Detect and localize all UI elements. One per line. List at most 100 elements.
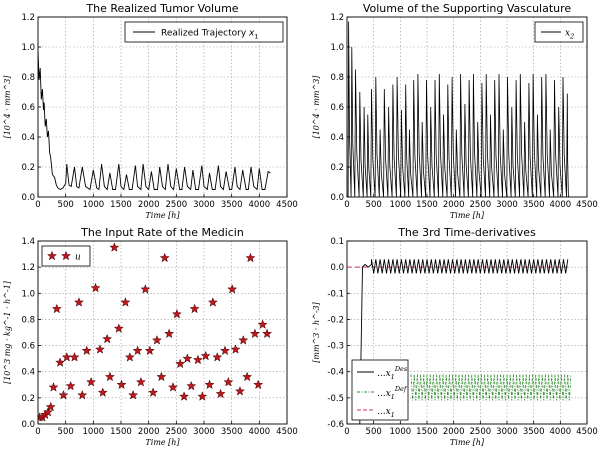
data-point-star [192, 354, 203, 365]
legend-box [351, 359, 409, 421]
data-point-star [179, 391, 190, 401]
y-tick-label: 0.4 [330, 133, 344, 143]
y-tick-label: 0.0 [330, 263, 344, 273]
data-point-star [164, 328, 175, 339]
data-point-star [223, 376, 234, 387]
data-point-star [109, 242, 120, 252]
x-tick-label: 3500 [221, 427, 243, 437]
x-tick-label: 0 [35, 427, 40, 437]
data-point-star [242, 371, 253, 382]
data-point-star [140, 284, 151, 294]
x-tick-label: 2000 [443, 200, 465, 210]
data-point-star [69, 352, 80, 362]
data-point-star [48, 382, 59, 392]
x-tick-label: 500 [366, 200, 382, 210]
x-tick-label: 3000 [496, 200, 518, 210]
x-tick-label: 1000 [83, 200, 105, 210]
y-tick-label: 0.4 [21, 368, 35, 378]
data-point-star [120, 297, 131, 307]
data-point-star [45, 401, 56, 412]
y-tick-label: 0.6 [21, 103, 35, 113]
data-point-star [61, 352, 72, 362]
chart-4: 0 500 1000 1500 2000 2500 3000 3500 4000 4500 -0.6… [312, 226, 598, 447]
y-axis-label: [10^4 · mm^3] [3, 75, 12, 139]
data-point-star [234, 385, 246, 396]
x-tick-label: 2500 [470, 200, 492, 210]
data-point-star [90, 282, 101, 293]
data-point-star [182, 353, 193, 363]
x-axis-label: Time [h] [145, 211, 180, 220]
y-tick-label: -0.2 [327, 315, 344, 325]
data-point-star [230, 344, 241, 354]
data-point-star [219, 345, 231, 356]
data-point-star [151, 335, 163, 345]
data-point-star [77, 389, 88, 400]
x-tick-label: 1000 [83, 427, 105, 437]
data-point-star [175, 358, 186, 369]
y-tick-label: -0.5 [327, 394, 344, 404]
data-point-star [65, 380, 76, 391]
data-point-star [86, 376, 97, 387]
data-point-star [245, 252, 256, 263]
plot-border [346, 16, 588, 198]
data-point-star [253, 379, 264, 390]
x-tick-label: 1500 [110, 200, 132, 210]
y-tick-label: 0.0 [21, 193, 35, 203]
chart-title: The 3rd Time-derivatives [397, 226, 536, 239]
series-line-vasculature [347, 21, 569, 197]
y-tick-label: 0.0 [21, 420, 35, 430]
data-point-star [102, 333, 113, 344]
plot-area [38, 242, 273, 422]
plot-border [37, 240, 288, 425]
data-point-star [197, 391, 208, 401]
data-point-star [156, 371, 167, 382]
data-point-star [257, 319, 268, 329]
x-tick-label: 4500 [576, 427, 598, 437]
x-tick-label: 500 [58, 200, 74, 210]
x-tick-label: 3000 [193, 427, 215, 437]
plot-area [347, 21, 569, 197]
data-point-star [113, 323, 124, 333]
y-tick-label: 1.4 [21, 237, 35, 247]
legend-box [124, 21, 284, 43]
chart-title: Volume of the Supporting Vasculature [363, 2, 572, 15]
legend-label-def: ...x1Def [377, 385, 408, 401]
data-point-star [262, 328, 273, 339]
x-tick-label: 1000 [390, 200, 412, 210]
x-tick-label: 0 [344, 200, 349, 210]
y-tick-label: 1.0 [21, 289, 35, 299]
x-tick-label: 500 [366, 427, 382, 437]
x-tick-label: 4500 [276, 427, 298, 437]
data-point-star [144, 345, 155, 356]
y-tick-label: 0.2 [21, 163, 35, 173]
y-tick-label: 1.0 [21, 43, 35, 53]
data-point-star [238, 335, 249, 345]
data-point-star [212, 352, 223, 362]
x-tick-label: 3500 [523, 200, 545, 210]
x-tick-label: 0 [35, 200, 40, 210]
data-point-star [171, 308, 182, 319]
data-point-star [128, 389, 139, 400]
x-axis-label: Time [h] [450, 438, 485, 447]
x-tick-label: 3000 [496, 427, 518, 437]
x-tick-label: 500 [58, 427, 74, 437]
plot-area [38, 49, 271, 191]
x-tick-label: 4000 [550, 427, 572, 437]
legend-marker-star [60, 250, 72, 261]
x-tick-label: 2000 [138, 427, 160, 437]
legend-label: u [75, 253, 81, 263]
data-point-star [135, 376, 146, 387]
legend-label-des: ...x1Des [377, 365, 408, 381]
data-point-star [124, 352, 135, 362]
data-point-star [227, 284, 238, 294]
series-line-realized-trajectory [38, 49, 271, 191]
data-point-star [167, 382, 179, 392]
x-tick-label: 1000 [390, 427, 412, 437]
data-point-star [97, 387, 108, 397]
y-tick-label: -0.1 [327, 289, 344, 299]
y-tick-label: 0.6 [21, 342, 35, 352]
x-tick-label: 3000 [193, 200, 215, 210]
data-point-star [189, 303, 200, 314]
data-point-star [200, 350, 211, 361]
y-tick-label: 1.2 [21, 13, 35, 23]
